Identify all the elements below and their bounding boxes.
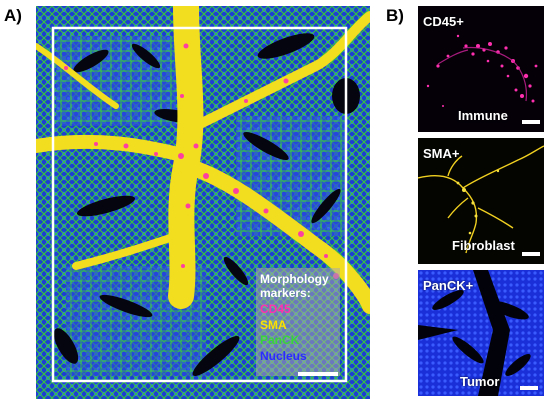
legend-title-line2: markers: [260,286,311,300]
cd45-image [418,6,544,132]
panck-cell-type-label: Tumor [460,374,500,389]
cd45-illustration [418,6,544,132]
cd45-marker-label: CD45+ [423,14,464,29]
cd45-cell-type-label: Immune [458,108,508,123]
legend-item-nucleus: Nucleus [260,349,307,363]
legend-item-panck: PanCK [260,333,300,347]
sma-illustration [418,138,544,264]
panck-image [418,270,544,396]
panck-illustration [418,270,544,396]
sma-marker-label: SMA+ [423,146,460,161]
legend-item-cd45: CD45 [260,302,291,316]
main-fluorescence-image [36,6,370,399]
sma-scale-bar [522,252,540,256]
cd45-scale-bar [522,120,540,124]
legend-title-line1: Morphology [260,272,329,286]
panel-a-label: A) [4,6,22,25]
panck-marker-label: PanCK+ [423,278,474,293]
legend-item-sma: SMA [260,318,287,332]
main-scale-bar [298,372,338,376]
morphology-legend: Morphology markers: CD45 SMA PanCK Nucle… [256,268,340,376]
tissue-illustration [36,6,370,399]
sma-image [418,138,544,264]
panck-scale-bar [520,386,538,390]
panel-b-label: B) [386,6,404,25]
sma-cell-type-label: Fibroblast [452,238,515,253]
